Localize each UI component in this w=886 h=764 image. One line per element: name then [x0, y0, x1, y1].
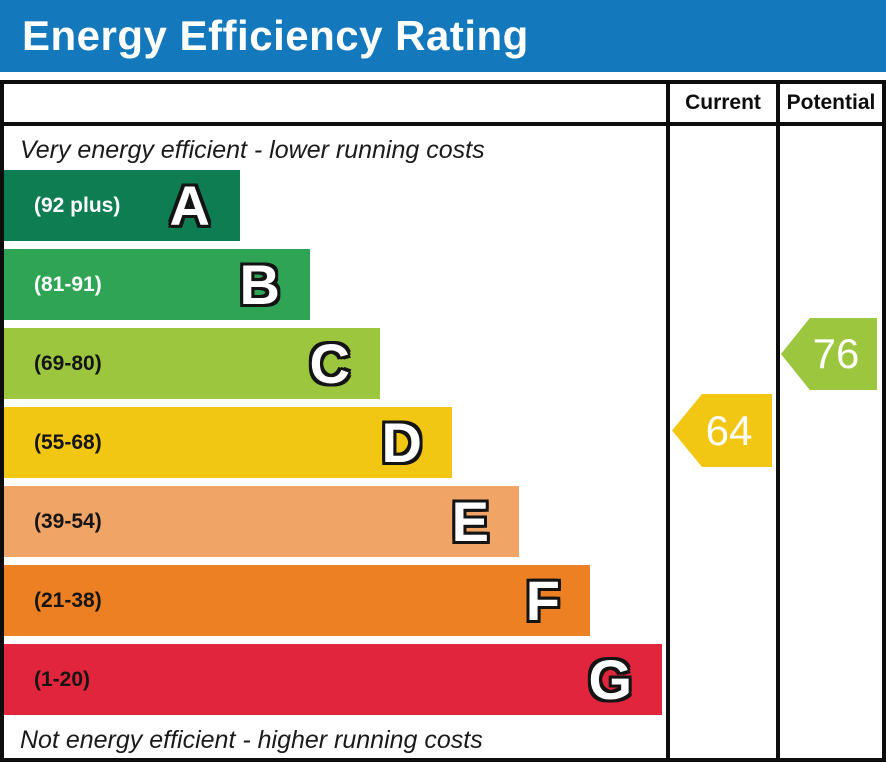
band-range-label: (39-54) [34, 509, 102, 533]
band-letter: G [588, 647, 632, 711]
current-rating-value: 64 [705, 406, 753, 454]
band-range-label: (92 plus) [34, 193, 121, 217]
band-range-label: (55-68) [34, 430, 102, 454]
band-range-label: (21-38) [34, 588, 102, 612]
band-row-g: (1-20) G [4, 644, 662, 715]
band-row-b: (81-91) B [4, 249, 310, 320]
band-letter: A [169, 173, 210, 237]
band-range-label: (81-91) [34, 272, 102, 296]
band-letter: D [381, 410, 422, 474]
column-divider-potential [776, 84, 780, 758]
potential-rating-pointer: 76 [781, 318, 877, 390]
bottom-note: Not energy efficient - higher running co… [20, 726, 483, 754]
band-row-d: (55-68) D [4, 407, 452, 478]
band-letter: F [525, 568, 560, 632]
band-letter: C [309, 331, 350, 395]
band-row-a: (92 plus) A [4, 170, 240, 241]
band-row-f: (21-38) F [4, 565, 590, 636]
band-row-c: (69-80) C [4, 328, 380, 399]
page-title: Energy Efficiency Rating [0, 0, 886, 72]
header-row-divider [4, 122, 882, 126]
potential-rating-value: 76 [812, 330, 860, 377]
column-header-potential: Potential [786, 91, 876, 114]
top-note: Very energy efficient - lower running co… [20, 136, 485, 164]
column-divider-current [666, 84, 670, 758]
band-letter: E [451, 489, 489, 553]
current-rating-pointer: 64 [672, 394, 772, 467]
band-letter: B [239, 252, 280, 316]
rating-table: Current Potential Very energy efficient … [0, 80, 886, 762]
band-row-e: (39-54) E [4, 486, 519, 557]
band-range-label: (1-20) [34, 667, 91, 691]
band-range-label: (69-80) [34, 351, 102, 375]
column-header-current: Current [685, 91, 761, 114]
